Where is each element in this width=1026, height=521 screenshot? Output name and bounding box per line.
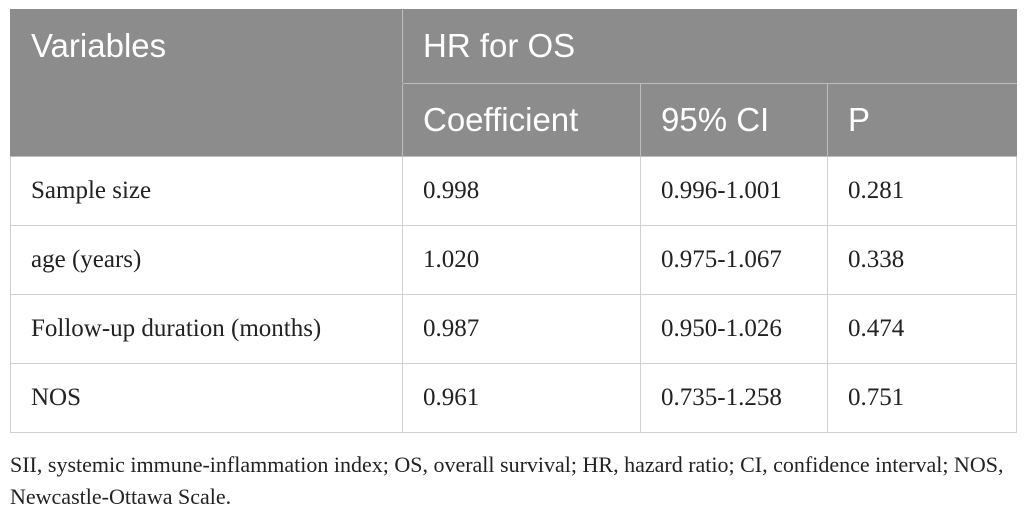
cell-ci: 0.996-1.001 (640, 156, 828, 226)
cell-variable: age (years) (10, 225, 403, 295)
cell-variable: NOS (10, 363, 403, 433)
cell-ci: 0.735-1.258 (640, 363, 828, 433)
table-row: Follow-up duration (months) 0.987 0.950-… (10, 294, 1017, 364)
cell-ci: 0.975-1.067 (640, 225, 828, 295)
cell-p: 0.751 (827, 363, 1017, 433)
header-p: P (827, 83, 1017, 157)
table-row: Sample size 0.998 0.996-1.001 0.281 (10, 156, 1017, 226)
table-header: Variables HR for OS Coefficient 95% CI P (10, 9, 1017, 157)
table-row: NOS 0.961 0.735-1.258 0.751 (10, 363, 1017, 433)
data-table-container: Variables HR for OS Coefficient 95% CI P… (10, 9, 1017, 433)
header-coefficient: Coefficient (402, 83, 641, 157)
cell-coefficient: 0.961 (402, 363, 641, 433)
table-row: age (years) 1.020 0.975-1.067 0.338 (10, 225, 1017, 295)
header-variables: Variables (10, 9, 403, 84)
cell-variable: Follow-up duration (months) (10, 294, 403, 364)
table-body: Sample size 0.998 0.996-1.001 0.281 age … (10, 156, 1017, 433)
cell-p: 0.281 (827, 156, 1017, 226)
header-group-hr-for-os: HR for OS (402, 9, 1017, 84)
cell-variable: Sample size (10, 156, 403, 226)
table-footnote: SII, systemic immune-inflammation index;… (10, 452, 1004, 509)
cell-coefficient: 1.020 (402, 225, 641, 295)
header-95-ci: 95% CI (640, 83, 828, 157)
cell-p: 0.338 (827, 225, 1017, 295)
cell-ci: 0.950-1.026 (640, 294, 828, 364)
header-row-2: Coefficient 95% CI P (10, 83, 1017, 157)
cell-coefficient: 0.987 (402, 294, 641, 364)
header-variables-spacer (10, 83, 403, 157)
data-table: Variables HR for OS Coefficient 95% CI P… (10, 9, 1017, 433)
header-row-1: Variables HR for OS (10, 9, 1017, 84)
cell-coefficient: 0.998 (402, 156, 641, 226)
cell-p: 0.474 (827, 294, 1017, 364)
